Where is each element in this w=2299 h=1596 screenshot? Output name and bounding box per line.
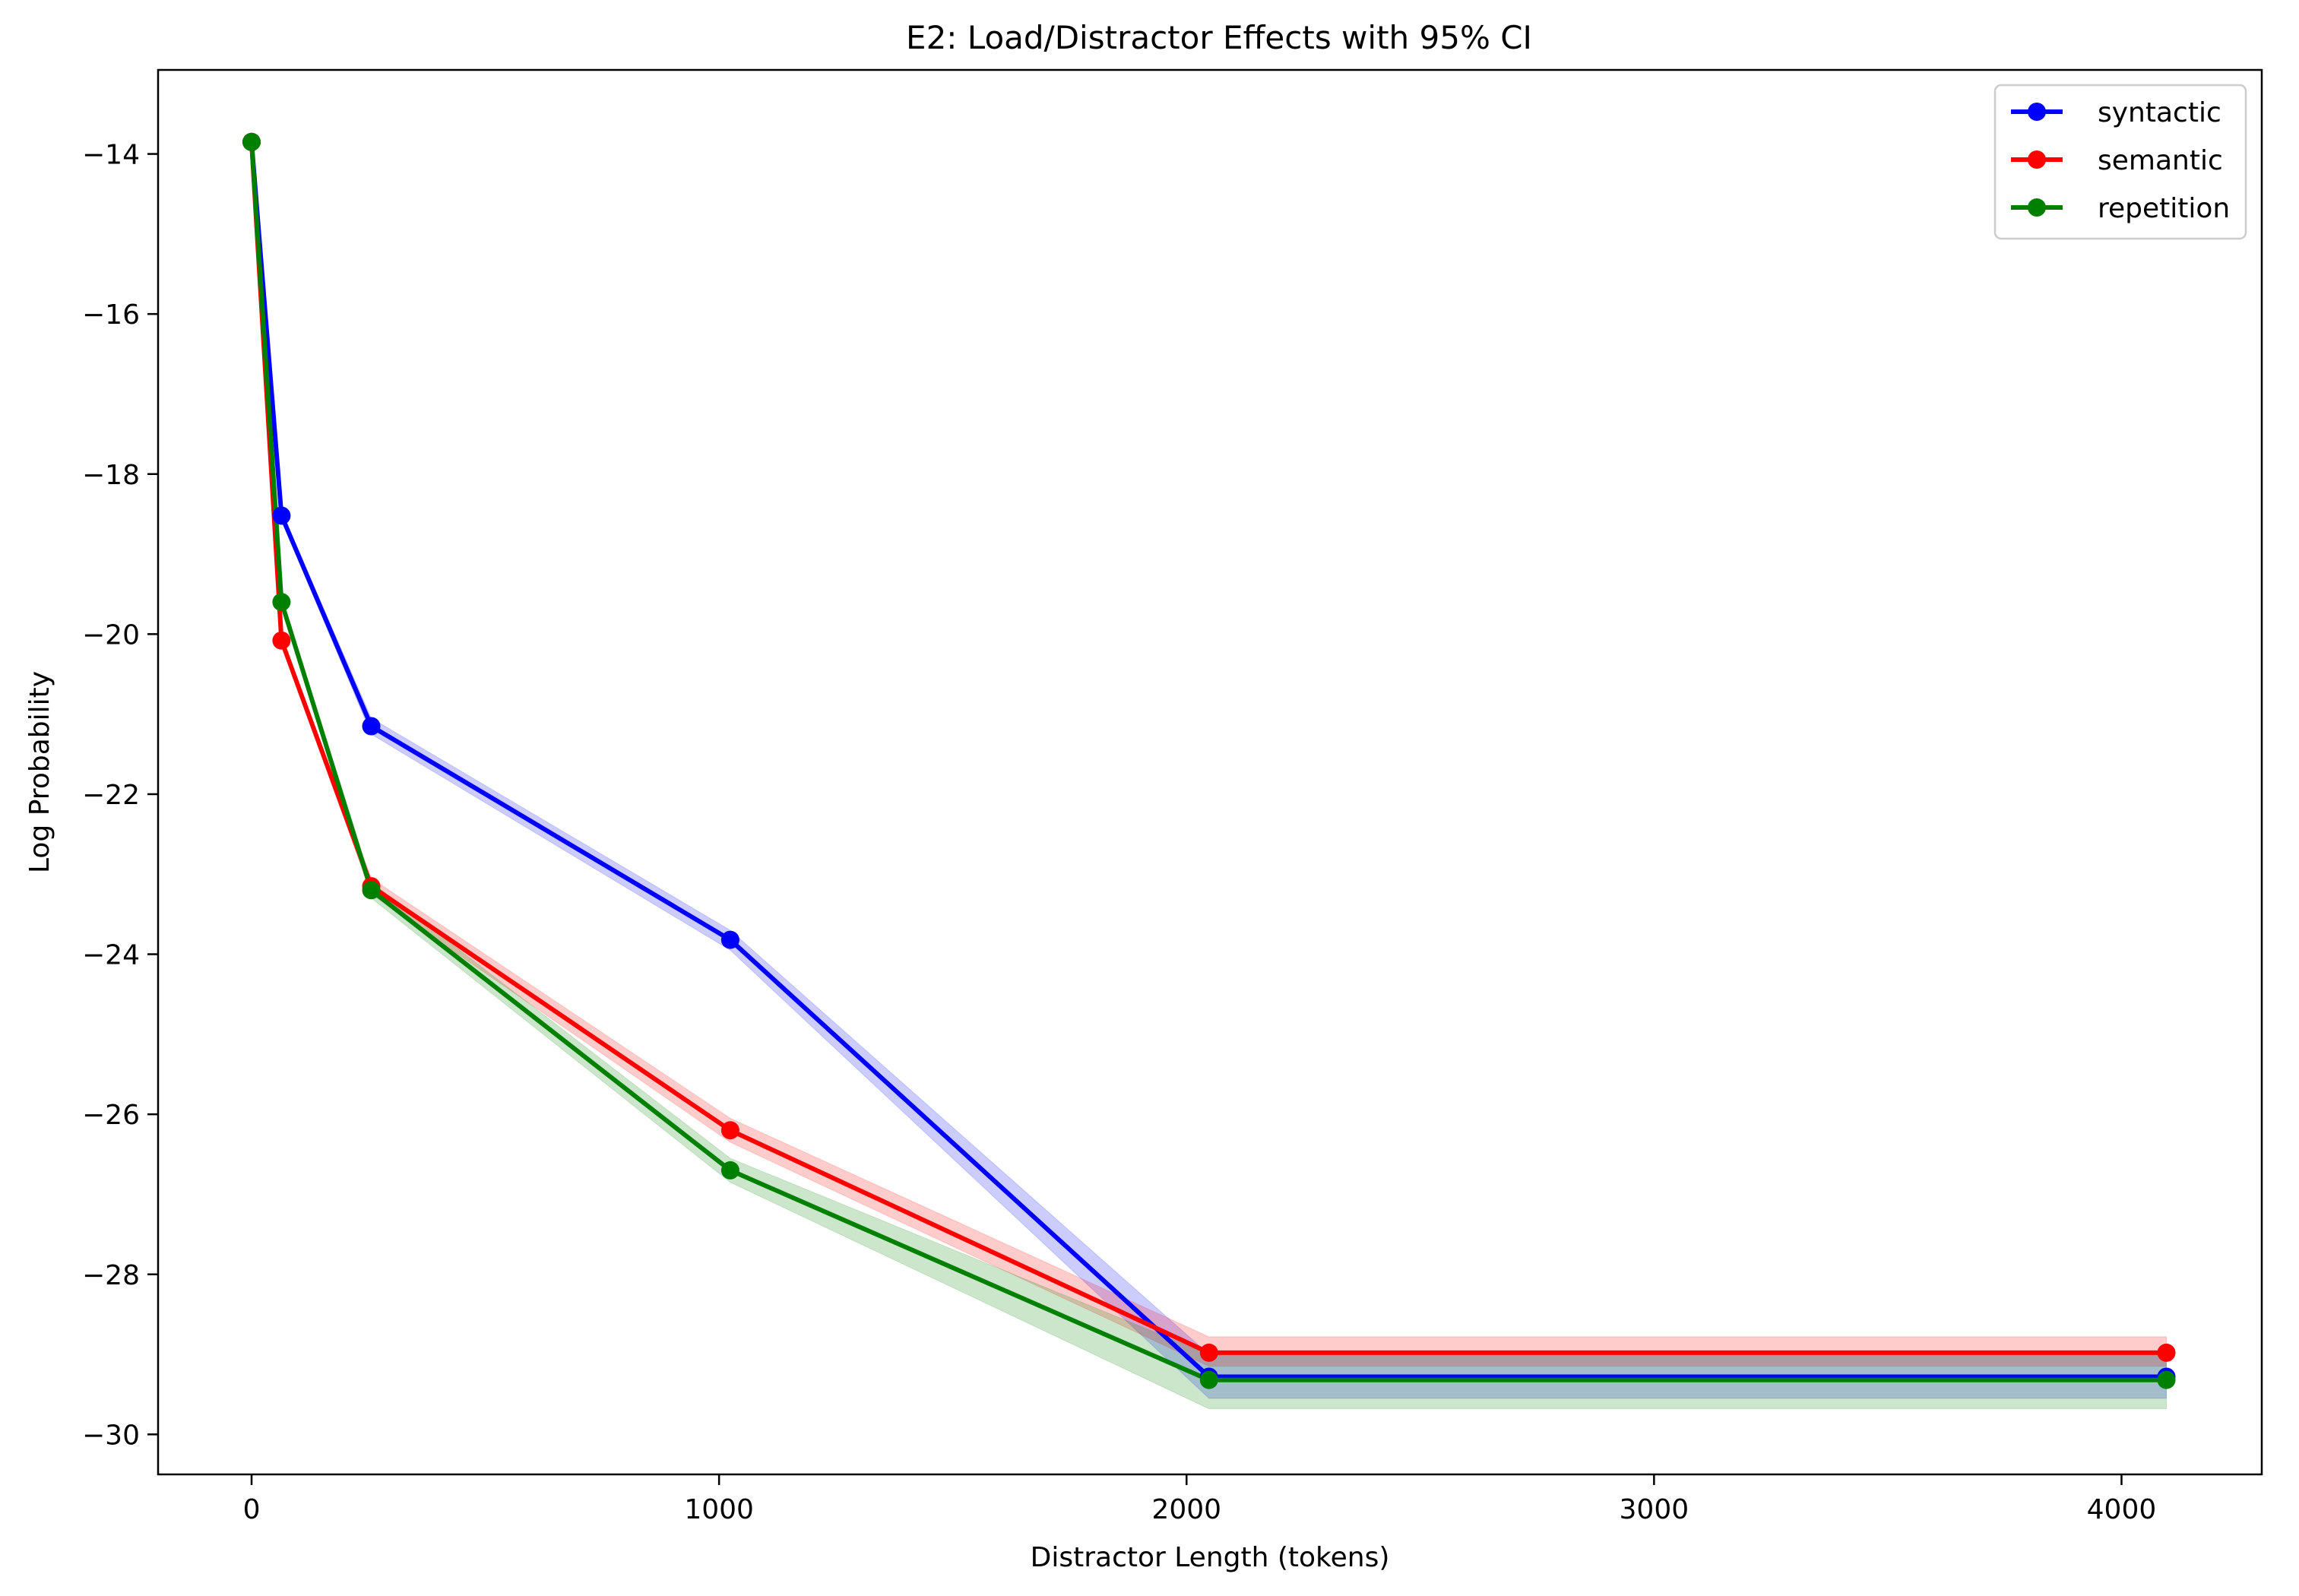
x-tick-label: 1000 (684, 1494, 754, 1525)
x-tick-label: 3000 (1620, 1494, 1689, 1525)
x-axis-label: Distractor Length (tokens) (1031, 1542, 1390, 1573)
y-tick-label: −20 (82, 619, 140, 651)
y-tick-label: −26 (82, 1100, 140, 1131)
legend-marker-repetition (2028, 198, 2046, 217)
x-tick-label: 0 (243, 1494, 261, 1525)
x-tick-label: 4000 (2087, 1494, 2157, 1525)
point-repetition-256 (362, 881, 381, 900)
series-markers (242, 132, 2176, 1389)
plot-frame (157, 68, 2263, 1476)
point-semantic-64 (272, 631, 291, 650)
x-axis-ticks: 0 1000 2000 3000 4000 (243, 1474, 2157, 1525)
legend-label-repetition: repetition (2098, 193, 2230, 224)
point-semantic-1024 (720, 1121, 739, 1140)
legend: syntactic semantic repetition (1993, 84, 2247, 240)
point-syntactic-1024 (720, 930, 739, 949)
y-tick-label: −18 (82, 460, 140, 491)
line-repetition (249, 141, 2167, 1382)
chart-title: E2: Load/Distractor Effects with 95% CI (906, 19, 1532, 56)
y-axis-ticks: −30 −28 −26 −24 −22 −20 −18 −16 −14 (82, 140, 158, 1451)
point-semantic-2048 (1199, 1343, 1218, 1362)
point-repetition-64 (272, 593, 291, 612)
legend-label-syntactic: syntactic (2098, 97, 2221, 128)
y-axis-label: Log Probability (24, 671, 55, 873)
point-semantic-4096 (2157, 1343, 2176, 1362)
point-repetition-2048 (1199, 1370, 1218, 1389)
x-tick-label: 2000 (1151, 1494, 1221, 1525)
y-tick-label: −24 (82, 940, 140, 971)
y-tick-label: −14 (82, 140, 140, 171)
y-tick-label: −16 (82, 299, 140, 331)
point-repetition-1024 (720, 1161, 739, 1180)
legend-marker-syntactic (2028, 103, 2046, 121)
y-tick-label: −30 (82, 1420, 140, 1451)
legend-label-semantic: semantic (2098, 145, 2223, 176)
point-repetition-4096 (2157, 1370, 2176, 1389)
legend-marker-semantic (2028, 150, 2046, 169)
y-tick-label: −28 (82, 1260, 140, 1291)
line-syntactic (249, 141, 2167, 1379)
point-syntactic-64 (272, 506, 291, 525)
y-tick-label: −22 (82, 780, 140, 811)
series-lines (249, 141, 2167, 1382)
point-syntactic-256 (362, 717, 381, 736)
legend-box (1993, 84, 2247, 240)
point-repetition-0 (242, 132, 261, 151)
